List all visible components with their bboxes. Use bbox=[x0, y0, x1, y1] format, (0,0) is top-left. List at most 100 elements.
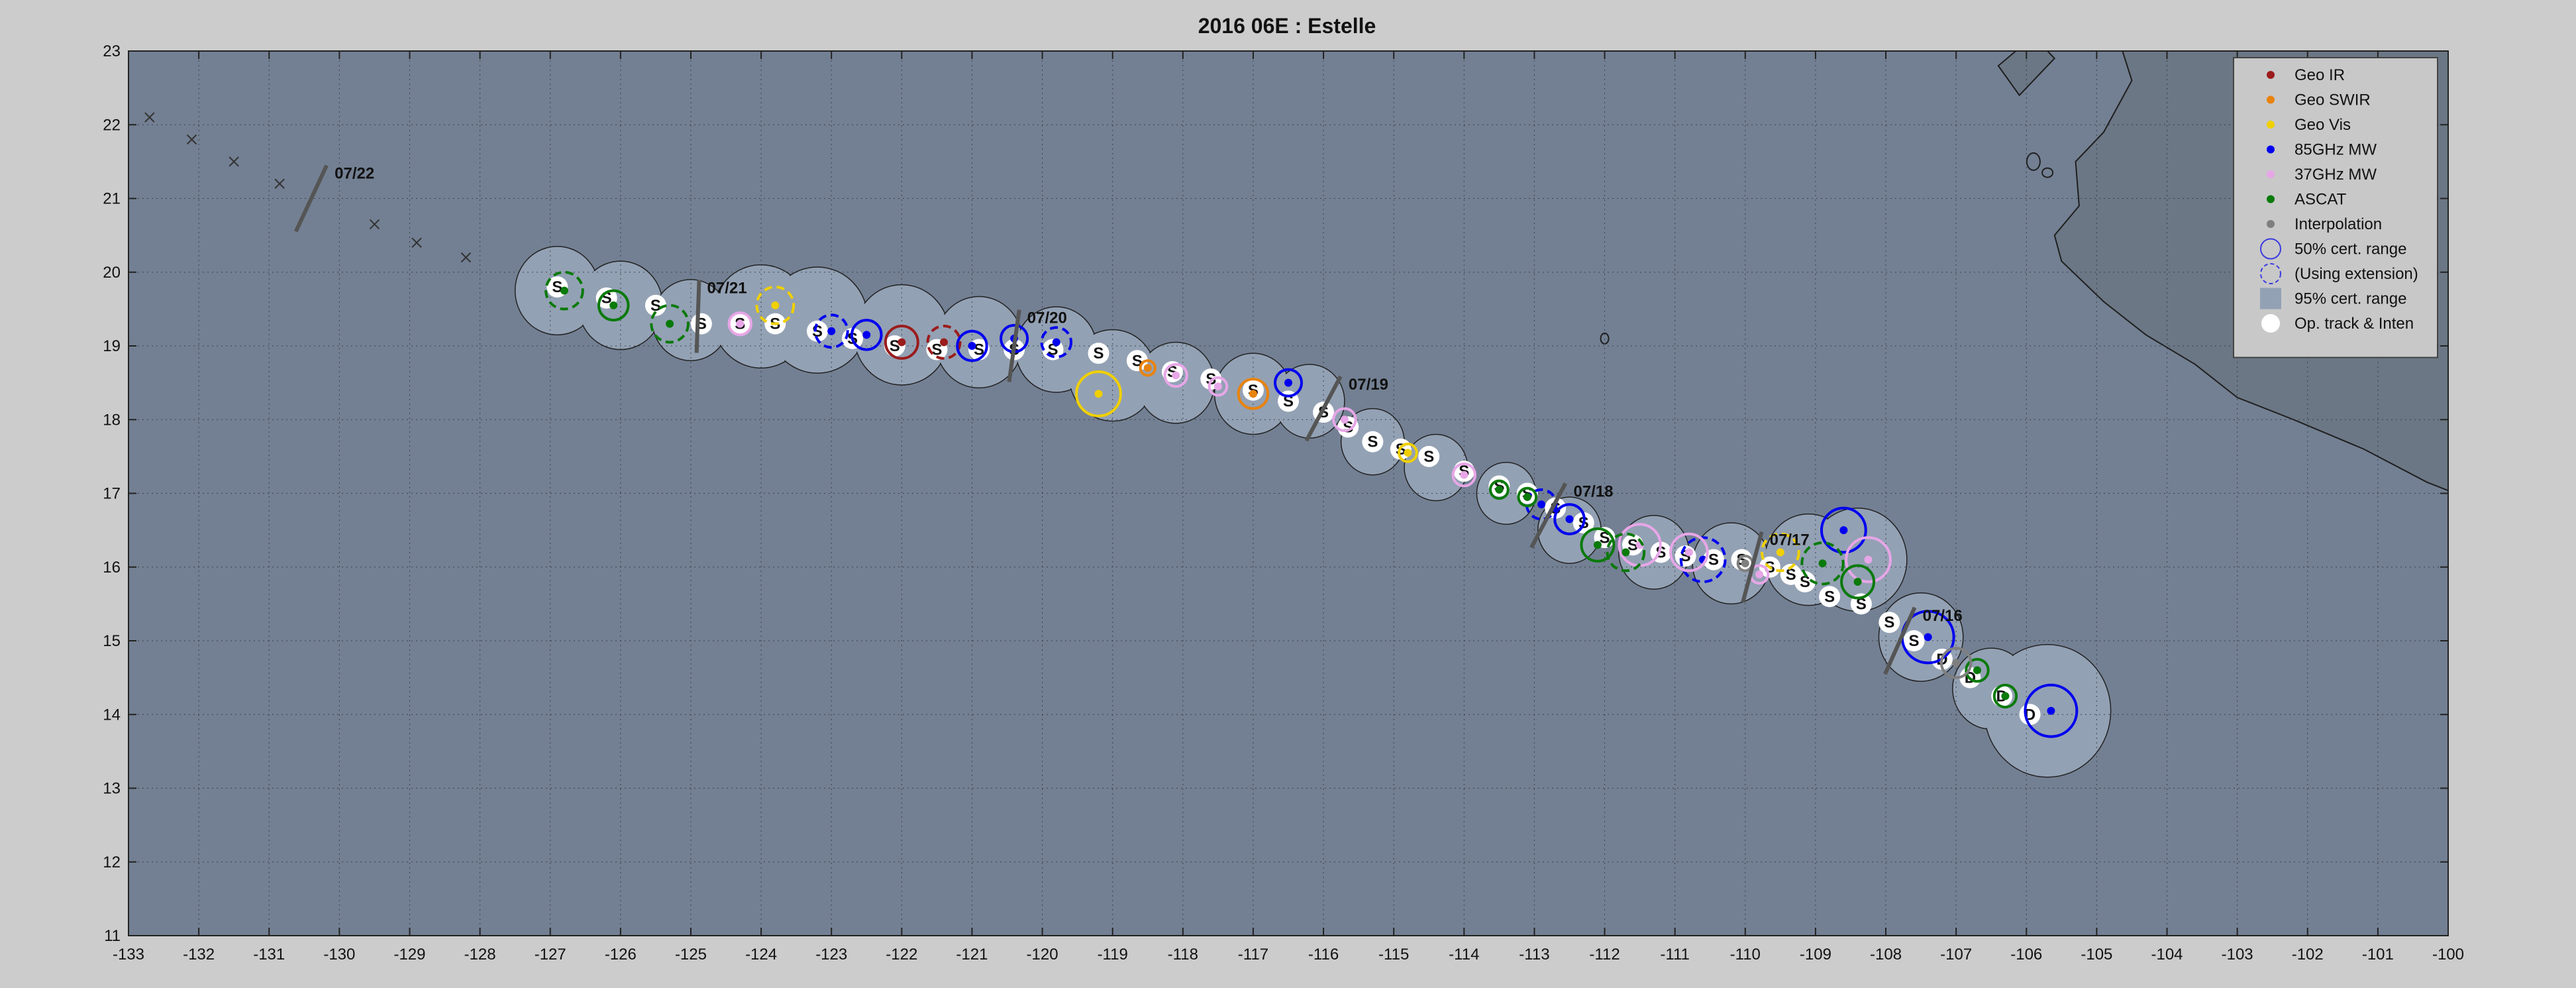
x-tick-label: -122 bbox=[886, 946, 917, 963]
y-tick-label: 14 bbox=[103, 706, 121, 724]
legend-label: Geo Vis bbox=[2294, 116, 2351, 134]
obs-cert-circle bbox=[1517, 486, 1538, 508]
x-tick-label: -101 bbox=[2362, 946, 2394, 963]
obs-point bbox=[1755, 570, 1764, 578]
x-tick-label: -125 bbox=[675, 946, 707, 963]
legend-marker bbox=[2267, 170, 2275, 178]
certainty-95-envelope bbox=[514, 246, 2112, 778]
y-tick-label: 16 bbox=[103, 559, 121, 576]
obs-point bbox=[1172, 371, 1180, 380]
obs-point bbox=[1495, 485, 1504, 494]
obs-cert-circle bbox=[1040, 326, 1073, 358]
obs-cert-circle bbox=[1163, 362, 1188, 388]
x-tick-label: -128 bbox=[464, 946, 496, 963]
obs-cert-circle bbox=[1800, 541, 1845, 586]
date-label: 07/16 bbox=[1923, 607, 1963, 625]
obs-point bbox=[666, 319, 674, 328]
x-tick-label: -129 bbox=[393, 946, 425, 963]
date-label: 07/18 bbox=[1573, 482, 1613, 500]
x-tick-label: -126 bbox=[605, 946, 637, 963]
obs-cert-circle bbox=[1451, 463, 1476, 488]
forecast-mark bbox=[144, 112, 155, 123]
x-tick-label: -112 bbox=[1589, 946, 1620, 963]
forecast-mark bbox=[369, 219, 380, 230]
date-marks: 07/22 07/21 07/20 07/19 07/18 07/17 07/16 bbox=[293, 164, 1963, 675]
y-tick-label: 15 bbox=[103, 632, 121, 650]
op-track-intensity: S bbox=[1824, 588, 1835, 606]
obs-cert-circle bbox=[1489, 479, 1510, 500]
obs-cert-circle bbox=[1332, 407, 1357, 432]
obs-point bbox=[609, 301, 618, 309]
forecast-mark bbox=[229, 156, 239, 167]
legend-marker bbox=[2267, 121, 2275, 129]
obs-point bbox=[560, 286, 568, 295]
forecast-mark bbox=[411, 237, 422, 248]
legend-marker bbox=[2260, 238, 2281, 260]
op-track-intensity: S bbox=[650, 297, 661, 315]
x-tick-label: -119 bbox=[1098, 946, 1128, 963]
y-tick-label: 17 bbox=[103, 485, 121, 503]
obs-point bbox=[1537, 500, 1546, 509]
obs-cert-circle bbox=[1965, 657, 1990, 683]
x-tick-label: -103 bbox=[2222, 946, 2253, 963]
op-track-intensity: S bbox=[1655, 544, 1666, 562]
date-tick bbox=[293, 164, 329, 233]
op-track-intensity: S bbox=[1856, 595, 1867, 613]
obs-cert-circle bbox=[1208, 376, 1229, 397]
forecast-mark bbox=[274, 178, 285, 189]
legend-marker bbox=[2267, 145, 2275, 154]
obs-cert-circle bbox=[2024, 683, 2079, 738]
date-tick bbox=[1741, 531, 1764, 603]
obs-point bbox=[1143, 364, 1152, 372]
obs-cert-circle bbox=[755, 286, 796, 325]
obs-cert-circle bbox=[1820, 506, 1867, 554]
legend-marker bbox=[2260, 263, 2281, 284]
obs-cert-circle bbox=[1139, 359, 1157, 377]
obs-point bbox=[1523, 493, 1531, 502]
x-tick-label: -117 bbox=[1238, 946, 1268, 963]
y-tick-label: 22 bbox=[103, 116, 121, 134]
x-tick-label: -121 bbox=[956, 946, 988, 963]
x-tick-label: -113 bbox=[1519, 946, 1549, 963]
x-tick-label: -131 bbox=[253, 946, 285, 963]
op-track-intensity: S bbox=[1367, 433, 1378, 451]
obs-point bbox=[1952, 659, 1961, 667]
op-track-intensity: S bbox=[1800, 573, 1810, 591]
op-track-intensity: S bbox=[552, 278, 562, 296]
obs-cert-circle bbox=[1992, 683, 2018, 709]
date-label: 07/17 bbox=[1770, 531, 1810, 549]
grid-lines bbox=[129, 51, 2448, 936]
op-track-intensity: S bbox=[1093, 345, 1104, 362]
obs-point bbox=[1094, 390, 1103, 398]
obs-point bbox=[2001, 692, 2010, 700]
y-tick-label: 23 bbox=[103, 42, 121, 60]
date-tick bbox=[1883, 606, 1917, 675]
obs-point bbox=[1565, 515, 1574, 523]
island-marias bbox=[2041, 167, 2054, 178]
x-tick-label: -116 bbox=[1308, 946, 1339, 963]
op-track-point bbox=[1088, 343, 1109, 364]
obs-cert-circle bbox=[1845, 536, 1892, 583]
op-track-point bbox=[1794, 571, 1816, 592]
x-tick-label: -105 bbox=[2081, 946, 2112, 963]
obs-point bbox=[862, 331, 871, 339]
obs-cert-circle bbox=[1840, 564, 1876, 600]
x-tick-label: -102 bbox=[2292, 946, 2324, 963]
obs-cert-circle bbox=[956, 329, 988, 362]
op-track-point bbox=[806, 320, 828, 342]
obs-point bbox=[1340, 415, 1349, 424]
x-tick-label: -115 bbox=[1378, 946, 1409, 963]
obs-cert-circle bbox=[1237, 378, 1270, 410]
x-tick-label: -100 bbox=[2432, 946, 2464, 963]
y-tick-label: 11 bbox=[104, 927, 121, 945]
op-track-point bbox=[1903, 630, 1925, 651]
obs-cert-circle bbox=[813, 313, 849, 349]
op-track-intensity: S bbox=[1884, 614, 1894, 631]
y-tick-label: 13 bbox=[103, 780, 121, 798]
obs-cert-circle bbox=[884, 324, 919, 360]
op-track-point bbox=[1362, 431, 1384, 453]
obs-point bbox=[1052, 338, 1060, 347]
op-track-intensity: S bbox=[1708, 551, 1719, 569]
